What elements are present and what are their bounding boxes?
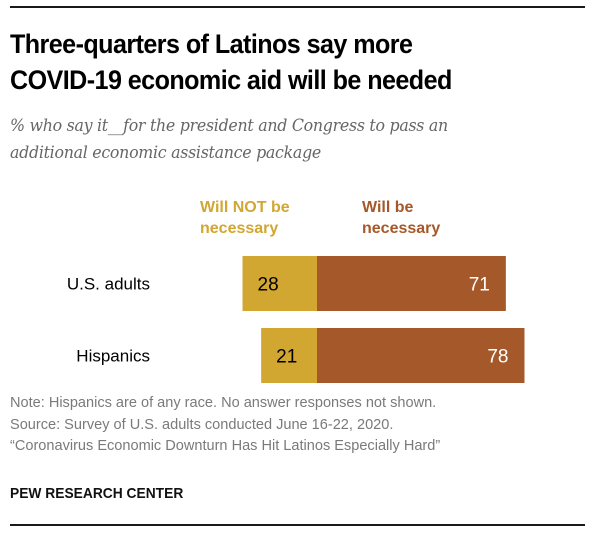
- bar-row-hispanics: Hispanics 21 78: [76, 328, 525, 383]
- bar-row-u-s-adults: U.S. adults 28 71: [67, 256, 506, 311]
- chart-subtitle-line-2: additional economic assistance package: [10, 143, 322, 163]
- chart-notes: Note: Hispanics are of any race. No answ…: [10, 392, 440, 457]
- value-label-will-be-necessary: 78: [487, 347, 508, 368]
- legend-will-not-be-necessary-line-1: Will NOT be: [200, 199, 290, 216]
- chart-title-line-1: Three-quarters of Latinos say more: [10, 29, 413, 59]
- legend-will-be-necessary-line-1: Will be: [362, 199, 414, 216]
- source-line: Source: Survey of U.S. adults conducted …: [10, 415, 394, 433]
- bar-will-be-necessary: [317, 256, 506, 311]
- chart-title-line-2: COVID-19 economic aid will be needed: [10, 65, 452, 95]
- category-label: U.S. adults: [67, 275, 150, 294]
- chart-subtitle: % who say it__for the president and Cong…: [10, 113, 554, 167]
- bar-will-not-be-necessary: [242, 256, 317, 311]
- legend-will-be-necessary: Will be necessary: [362, 197, 440, 239]
- bar-will-be-necessary: [317, 328, 525, 383]
- note-line: Note: Hispanics are of any race. No answ…: [10, 394, 437, 411]
- bar-will-not-be-necessary: [261, 328, 317, 383]
- top-rule: [10, 6, 585, 8]
- value-label-will-not-be-necessary: 28: [258, 275, 279, 296]
- report-title-line: “Coronavirus Economic Downturn Has Hit L…: [10, 437, 441, 454]
- chart-title: Three-quarters of Latinos say more COVID…: [10, 26, 549, 98]
- bottom-rule: [10, 524, 585, 526]
- value-label-will-not-be-necessary: 21: [276, 347, 297, 368]
- legend-will-not-be-necessary: Will NOT be necessary: [200, 197, 290, 239]
- value-label-will-be-necessary: 71: [469, 275, 490, 296]
- chart-subtitle-line-1: % who say it__for the president and Cong…: [10, 116, 448, 136]
- category-label: Hispanics: [76, 347, 150, 366]
- brand-label: PEW RESEARCH CENTER: [10, 485, 184, 502]
- legend-will-be-necessary-line-2: necessary: [362, 220, 441, 237]
- legend-will-not-be-necessary-line-2: necessary: [200, 220, 279, 237]
